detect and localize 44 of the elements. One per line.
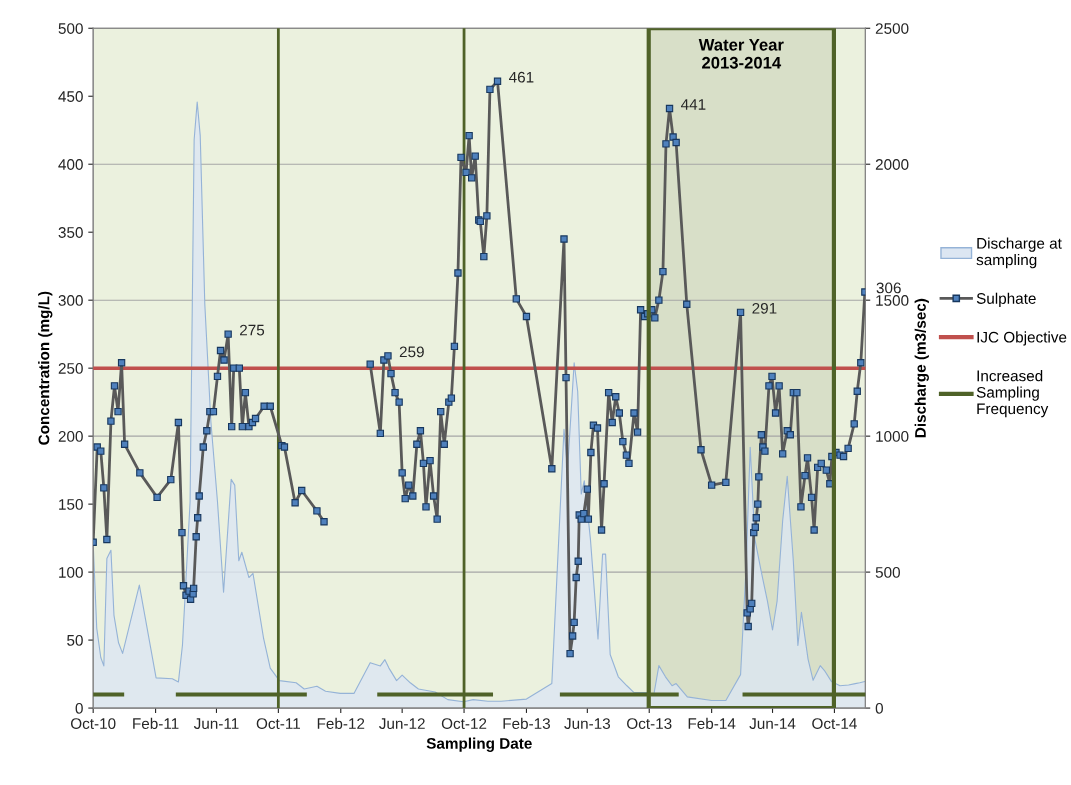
y-tick-label: 450: [58, 91, 83, 102]
y2-axis-title: Discharge (m3/sec): [914, 298, 929, 438]
y-tick-label: 350: [58, 227, 83, 238]
x-tick-label: Oct-10: [70, 718, 116, 730]
y-tick-label: 100: [59, 566, 83, 578]
y2-tick-label: 0: [875, 702, 883, 714]
data-label: 259: [399, 346, 424, 358]
y-tick-label: 200: [58, 431, 83, 442]
legend-label: Increased Sampling Frequency: [976, 370, 1049, 418]
x-tick-label: Oct-14: [812, 718, 857, 730]
x-tick-label: Feb-13: [503, 717, 550, 730]
data-label: 441: [680, 99, 706, 110]
x-tick-label: Oct-13: [627, 718, 672, 730]
x-tick-label: Jun-12: [379, 718, 425, 730]
y2-tick-label: 2000: [875, 159, 909, 170]
x-tick-label: Oct-12: [441, 718, 487, 730]
y-tick-label: 150: [59, 498, 83, 510]
y-tick-label: 400: [58, 159, 83, 170]
y-tick-label: 300: [58, 295, 83, 306]
y2-tick-label: 1500: [876, 295, 909, 306]
x-tick-label: Jun-14: [749, 718, 796, 730]
x-tick-label: Oct-11: [256, 718, 300, 730]
y2-tick-label: 2500: [875, 23, 909, 34]
y-tick-label: 250: [58, 363, 83, 374]
x-tick-label: Jun-13: [564, 718, 611, 730]
y2-tick-label: 500: [875, 566, 900, 578]
data-label: 275: [240, 324, 265, 336]
y-tick-label: 500: [58, 23, 83, 34]
y-axis-title: Concentration (mg/L): [38, 291, 53, 445]
x-tick-label: Feb-11: [133, 717, 179, 730]
data-label: 461: [509, 71, 534, 83]
x-tick-label: Feb-14: [688, 717, 736, 730]
x-tick-label: Feb-12: [317, 717, 365, 730]
data-label: 291: [752, 302, 777, 314]
band-label: Water Year 2013-2014: [698, 39, 784, 69]
legend-label: Sulphate: [976, 292, 1036, 307]
y-tick-label: 50: [67, 634, 83, 646]
y2-tick-label: 1000: [876, 431, 909, 442]
legend-label: Discharge at sampling: [976, 237, 1062, 269]
legend-label: IJC Objective: [977, 331, 1067, 346]
y-tick-label: 0: [75, 702, 83, 714]
x-tick-label: Jun-11: [193, 718, 239, 730]
x-axis-title: Sampling Date: [426, 737, 532, 752]
data-label: 306: [876, 282, 901, 294]
